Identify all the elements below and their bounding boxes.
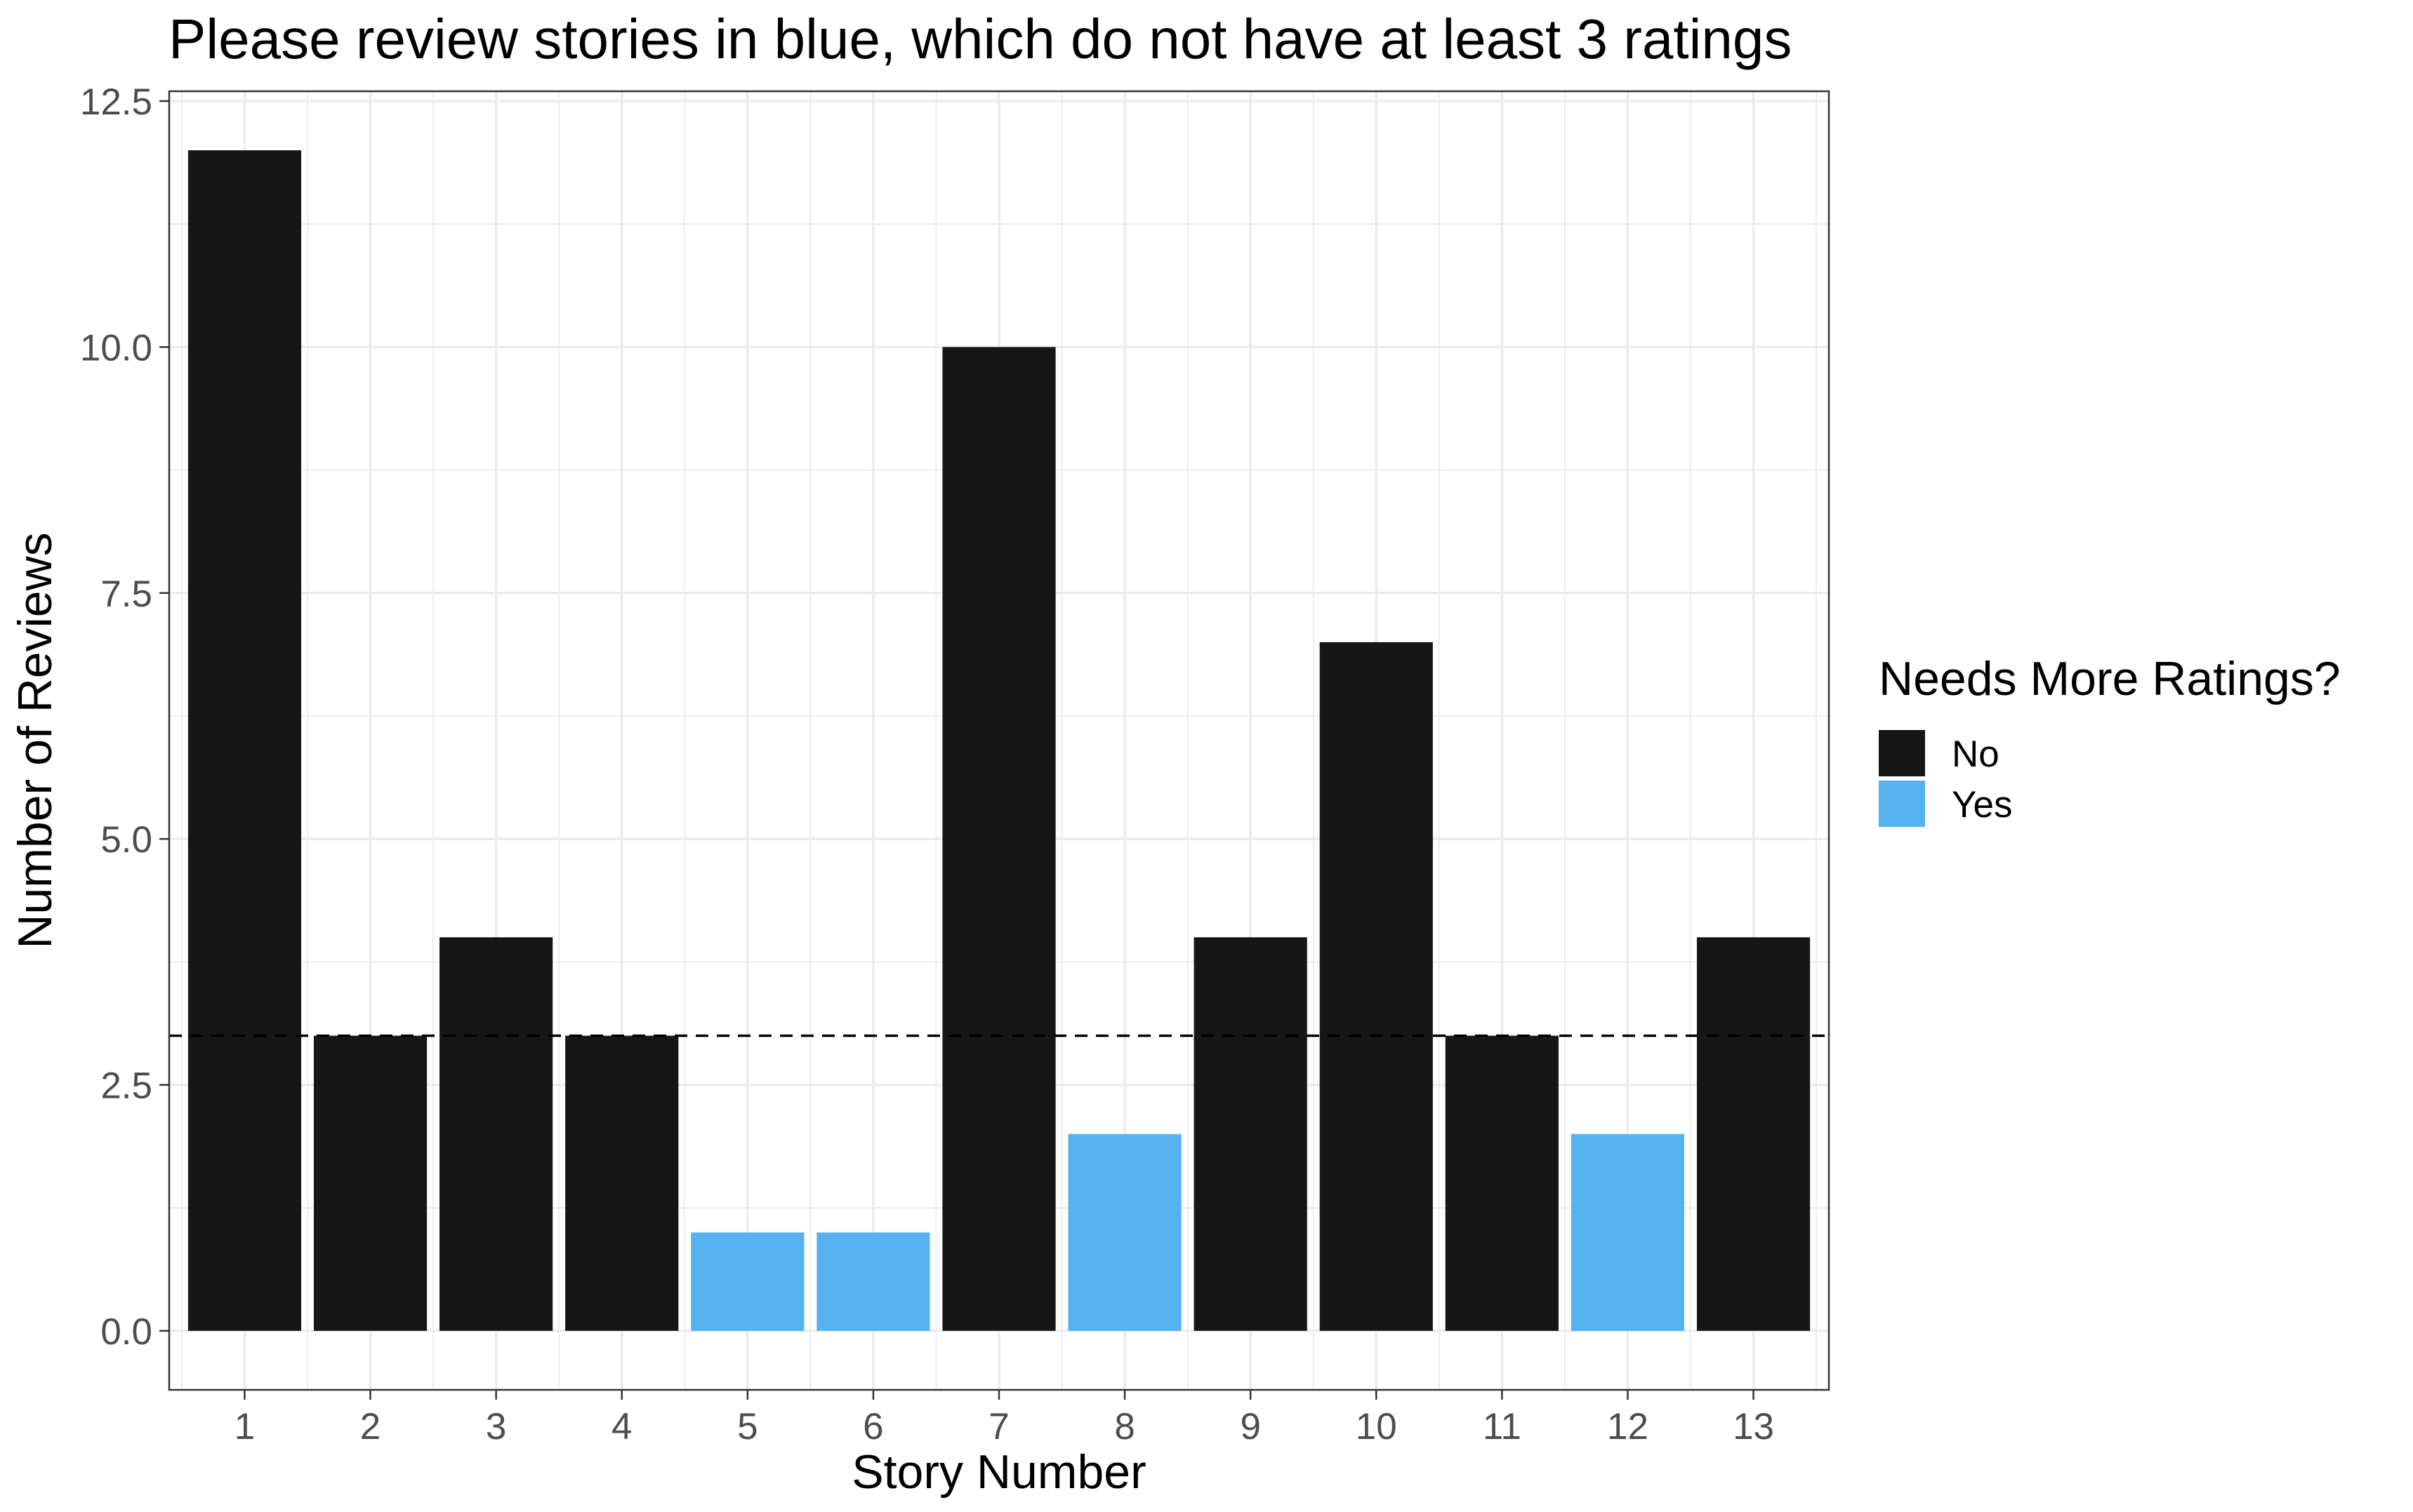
y-tick-label: 2.5: [100, 1066, 152, 1107]
bar-story-1: [187, 150, 302, 1331]
bar-story-11: [1445, 1035, 1559, 1331]
plot-panel: [168, 90, 1830, 1391]
y-tick-label: 12.5: [80, 81, 152, 123]
bar-story-2: [313, 1035, 428, 1331]
bar-story-10: [1319, 642, 1433, 1331]
bar-story-5: [691, 1232, 805, 1331]
bar-story-8: [1068, 1134, 1182, 1331]
x-axis-title: Story Number: [852, 1445, 1146, 1499]
y-tick-label: 0.0: [100, 1311, 152, 1353]
legend-label-no: No: [1952, 734, 1999, 775]
x-tick-label: 13: [1733, 1406, 1774, 1447]
y-tick-label: 7.5: [100, 573, 152, 615]
bar-story-6: [817, 1232, 930, 1331]
bars: [187, 150, 1811, 1331]
legend: Needs More Ratings? No Yes: [1879, 652, 2341, 827]
bar-story-4: [565, 1035, 679, 1331]
x-tick-label: 2: [360, 1406, 381, 1447]
bar-story-12: [1571, 1134, 1685, 1331]
x-tick-label: 5: [737, 1406, 758, 1447]
bar-story-3: [439, 937, 553, 1331]
y-tick-label: 5.0: [100, 819, 152, 861]
x-tick-label: 11: [1483, 1406, 1521, 1447]
chart-title: Please review stories in blue, which do …: [168, 8, 1792, 70]
x-tick-label: 10: [1356, 1406, 1397, 1447]
x-tick-label: 12: [1607, 1406, 1648, 1447]
x-tick-label: 9: [1240, 1406, 1260, 1447]
y-axis: 0.0 2.5 5.0 7.5 10.0 12.5: [80, 81, 169, 1353]
y-axis-title: Number of Reviews: [8, 532, 62, 948]
x-axis: 1 2 3 4 5 6 7 8 9 10 11 12 13: [234, 1390, 1774, 1447]
legend-key-no: [1879, 730, 1925, 776]
legend-label-yes: Yes: [1952, 784, 2012, 825]
x-tick-label: 6: [863, 1406, 883, 1447]
bar-story-13: [1696, 937, 1811, 1331]
legend-key-yes: [1879, 781, 1925, 827]
legend-items: No Yes: [1879, 730, 2012, 827]
bar-story-7: [942, 347, 1056, 1331]
bar-story-9: [1194, 937, 1307, 1331]
x-tick-label: 1: [234, 1406, 255, 1447]
x-tick-label: 3: [486, 1406, 506, 1447]
x-tick-label: 7: [989, 1406, 1009, 1447]
y-tick-label: 10.0: [80, 327, 152, 369]
x-tick-label: 8: [1114, 1406, 1135, 1447]
x-tick-label: 4: [611, 1406, 632, 1447]
legend-title: Needs More Ratings?: [1879, 652, 2341, 705]
